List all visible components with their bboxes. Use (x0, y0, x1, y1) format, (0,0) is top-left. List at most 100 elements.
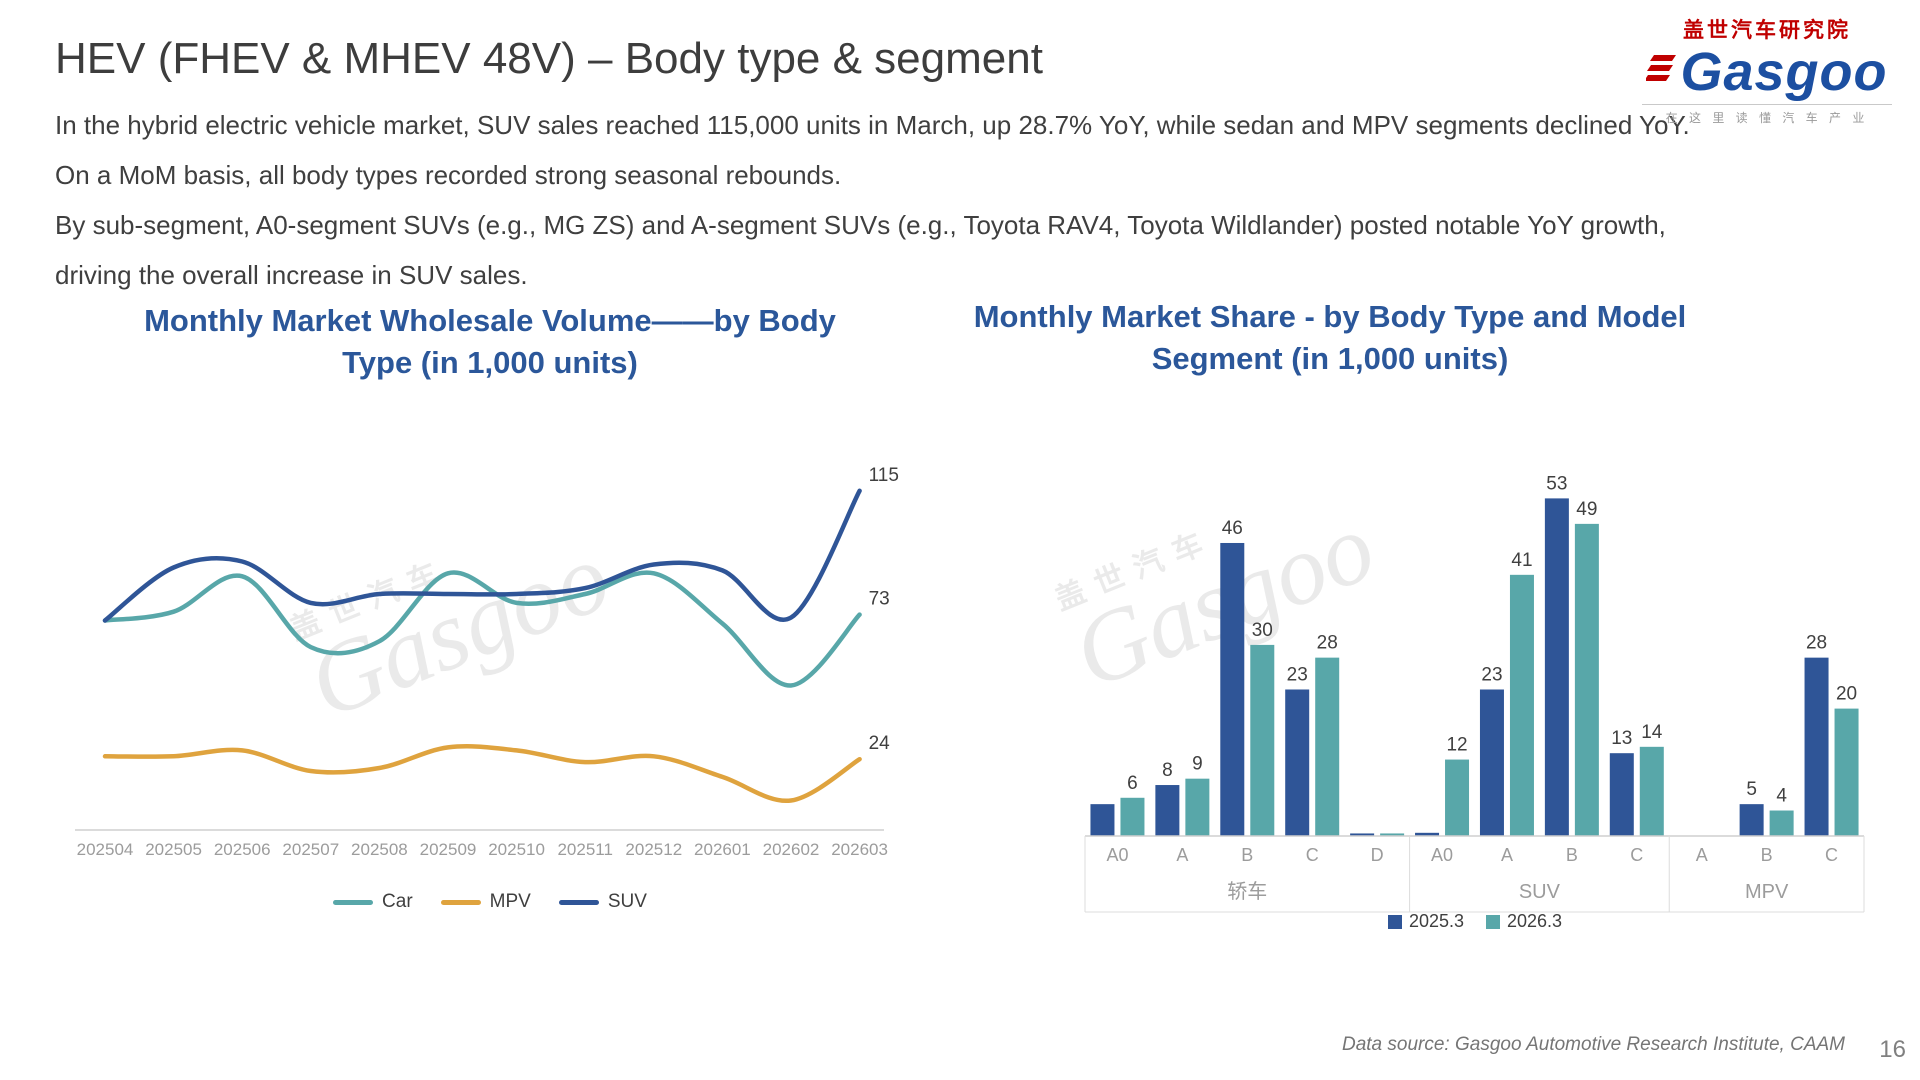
line-series-car (102, 570, 862, 688)
bar-SUV-A0-2026.3 (1445, 759, 1470, 836)
line-chart-legend: Car MPV SUV (70, 891, 910, 913)
intro-paragraph: In the hybrid electric vehicle market, S… (55, 100, 1855, 300)
bar-轿车-C-2025.3 (1285, 689, 1310, 836)
bar-value-label: 6 (1127, 773, 1138, 794)
legend-label: MPV (489, 891, 531, 912)
bar-value-label: 30 (1252, 620, 1273, 641)
suv-line-swatch (558, 899, 599, 905)
x-tick-label: 202510 (488, 840, 545, 859)
intro-line-1: In the hybrid electric vehicle market, S… (55, 110, 1690, 140)
bar-value-label: 23 (1481, 664, 1502, 685)
x-tick-label: 202511 (557, 840, 612, 859)
page-number: 16 (1879, 1036, 1906, 1063)
bar-SUV-C-2025.3 (1609, 753, 1634, 836)
bar-轿车-D-2026.3 (1380, 833, 1405, 836)
segment-label: C (1630, 845, 1643, 865)
segment-label: C (1825, 845, 1838, 865)
segment-label: C (1306, 845, 1319, 865)
bar-MPV-B-2025.3 (1739, 804, 1764, 836)
intro-line-4: driving the overall increase in SUV sale… (55, 260, 528, 290)
bar-value-label: 13 (1611, 728, 1632, 749)
bar-value-label: 28 (1806, 633, 1827, 654)
intro-line-2: On a MoM basis, all body types recorded … (55, 160, 842, 190)
bar-value-label: 20 (1836, 684, 1857, 705)
bar-value-label: 12 (1446, 735, 1467, 756)
bar-value-label: 28 (1317, 633, 1338, 654)
x-tick-label: 202603 (831, 840, 888, 859)
x-tick-label: 202601 (694, 840, 751, 859)
segment-label: A (1176, 845, 1188, 865)
bar-轿车-C-2026.3 (1315, 657, 1340, 836)
bar-轿车-A0-2026.3 (1120, 797, 1145, 836)
legend-item-mpv: MPV (440, 891, 531, 913)
series-swatch (1486, 914, 1500, 929)
end-value-label-suv: 115 (869, 465, 899, 486)
bar-value-label: 46 (1222, 518, 1243, 539)
x-tick-label: 202506 (214, 840, 271, 859)
legend-label: SUV (607, 891, 647, 912)
end-value-label-mpv: 24 (869, 733, 891, 754)
segment-label: A0 (1431, 845, 1453, 865)
end-value-label-car: 73 (869, 589, 890, 610)
x-tick-label: 202509 (420, 840, 477, 859)
legend-item-2026.3: 2026.3 (1486, 911, 1562, 932)
mpv-line-swatch (440, 899, 481, 905)
bar-SUV-B-2026.3 (1574, 523, 1599, 836)
segment-label: A0 (1106, 845, 1128, 865)
bar-轿车-B-2025.3 (1220, 542, 1245, 836)
line-chart-title: Monthly Market Wholesale Volume——by Body… (144, 303, 836, 380)
bar-value-label: 53 (1546, 473, 1567, 494)
bar-value-label: 4 (1776, 786, 1787, 807)
logo-wordmark: Gasgoo (1680, 42, 1888, 102)
x-tick-label: 202504 (77, 840, 134, 859)
bar-轿车-B-2026.3 (1250, 644, 1275, 836)
x-tick-label: 202602 (763, 840, 820, 859)
segment-label: B (1566, 845, 1578, 865)
segment-label: A (1696, 845, 1708, 865)
group-label: 轿车 (1227, 880, 1267, 903)
bar-MPV-C-2026.3 (1834, 708, 1859, 836)
car-line-swatch (333, 899, 374, 905)
bar-轿车-A-2026.3 (1185, 778, 1210, 836)
group-label: MPV (1745, 881, 1789, 903)
page-title: HEV (FHEV & MHEV 48V) – Body type & segm… (55, 34, 1043, 83)
logo-stripes-icon (1646, 55, 1677, 82)
gasgoo-logo: 盖世汽车研究院 Gasgoo 在 这 里 读 懂 汽 车 产 业 (1642, 14, 1892, 126)
bar-MPV-B-2026.3 (1769, 810, 1794, 836)
bar-value-label: 5 (1746, 779, 1757, 800)
legend-item-suv: SUV (558, 891, 647, 913)
bar-轿车-D-2025.3 (1350, 833, 1375, 836)
bar-轿车-A0-2025.3 (1090, 804, 1115, 836)
line-series-mpv (102, 744, 862, 803)
legend-label: Car (382, 891, 413, 912)
legend-label: 2025.3 (1408, 911, 1464, 931)
line-series-suv (102, 488, 862, 623)
bar-SUV-C-2026.3 (1639, 746, 1664, 836)
bar-SUV-A-2025.3 (1479, 689, 1504, 836)
segment-label: B (1761, 845, 1773, 865)
bar-value-label: 41 (1511, 550, 1532, 571)
segment-label: B (1241, 845, 1253, 865)
x-tick-label: 202512 (625, 840, 682, 859)
bar-value-label: 49 (1576, 499, 1597, 520)
x-tick-label: 202507 (282, 840, 339, 859)
data-source: Data source: Gasgoo Automotive Research … (1341, 1034, 1845, 1055)
bar-value-label: 14 (1641, 722, 1663, 743)
logo-tagline: 在 这 里 读 懂 汽 车 产 业 (1642, 103, 1892, 126)
bar-value-label: 8 (1162, 760, 1173, 781)
bar-SUV-A0-2025.3 (1415, 832, 1440, 836)
bar-SUV-B-2025.3 (1544, 498, 1569, 836)
bar-轿车-A-2025.3 (1155, 785, 1180, 836)
legend-item-2025.3: 2025.3 (1387, 911, 1464, 932)
legend-label: 2026.3 (1507, 911, 1563, 931)
bar-chart-legend: 2025.3 2026.3 (1085, 911, 1865, 932)
bar-SUV-A-2026.3 (1509, 574, 1534, 836)
bar-chart-title: Monthly Market Share - by Body Type and … (973, 299, 1687, 376)
x-tick-label: 202508 (351, 840, 408, 859)
legend-item-car: Car (333, 891, 413, 913)
x-tick-label: 202505 (145, 840, 202, 859)
series-swatch (1387, 914, 1402, 929)
segment-label: A (1501, 845, 1513, 865)
